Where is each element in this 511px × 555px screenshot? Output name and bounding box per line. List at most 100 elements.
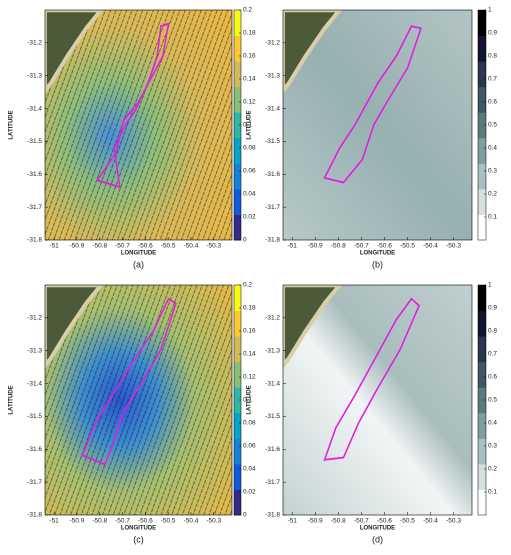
study-area	[81, 297, 177, 466]
colorbar-tick-label: 0.9	[488, 30, 497, 37]
y-tick-label: -31.6	[265, 171, 280, 178]
y-axis-label: LATITUDE	[9, 385, 15, 414]
colorbar-swatch	[234, 10, 241, 37]
x-tick-label: -50.5	[400, 518, 415, 525]
y-tick-label: -31.3	[265, 72, 280, 79]
colorbar-swatch	[234, 35, 241, 62]
colorbar-tick-label: 0.4	[488, 420, 497, 427]
colorbar-swatch	[234, 163, 241, 190]
x-tick-label: -50.6	[138, 518, 153, 525]
y-tick-label: -31.7	[27, 479, 42, 486]
colorbar-swatch	[234, 361, 241, 388]
colorbar-swatch	[234, 310, 241, 337]
panel: -51 -50.9 -50.8 -50.7 -50.6 -50.5 -50.4 -50.3 -3…	[9, 282, 256, 545]
y-tick-label: -31.8	[27, 512, 42, 519]
y-tick-label: -31.5	[265, 413, 280, 420]
colorbar-tick-label: 0.6	[488, 99, 497, 106]
colorbar-tick-label: 0.1	[243, 397, 252, 404]
colorbar-tick-label: 0.3	[488, 443, 497, 450]
study-area	[323, 297, 421, 461]
colorbar-swatch	[234, 86, 241, 113]
x-tick-label: -50.3	[206, 518, 221, 525]
colorbar-swatch	[234, 336, 241, 363]
study-area	[96, 22, 170, 189]
land	[283, 285, 343, 369]
x-tick-label: -51	[288, 243, 298, 250]
colorbar-swatch	[234, 489, 241, 516]
colorbar-tick-label: 0.18	[243, 30, 256, 37]
colorbar-swatch	[234, 112, 241, 139]
colorbar-swatch	[234, 188, 241, 215]
colorbar-swatch	[234, 214, 241, 241]
colorbar-tick-label: 0.14	[243, 76, 256, 83]
colorbar-swatch	[234, 387, 241, 414]
x-tick-label: -50.5	[400, 243, 415, 250]
y-tick-label: -31.7	[265, 204, 280, 211]
colorbar-tick-label: 0.2	[243, 282, 252, 289]
colorbar-tick-label: 0.5	[488, 397, 497, 404]
colorbar-swatch	[478, 310, 486, 337]
caption: (b)	[372, 259, 383, 269]
x-tick-label: -50.5	[161, 243, 176, 250]
caption: (d)	[372, 534, 383, 544]
x-tick-label: -50.8	[92, 518, 107, 525]
x-axis-label: LONGITUDE	[121, 526, 156, 532]
land	[45, 10, 104, 94]
x-axis-label: LONGITUDE	[360, 251, 395, 257]
x-tick-label: -50.3	[446, 518, 461, 525]
colorbar-tick-label: 0.2	[243, 7, 252, 14]
colorbar-swatch	[234, 285, 241, 312]
frame	[44, 284, 233, 516]
colorbar-swatch	[478, 188, 486, 215]
panel: -51 -50.9 -50.8 -50.7 -50.6 -50.5 -50.4 -50.3 -3…	[247, 282, 498, 545]
colorbar-swatch	[478, 438, 486, 465]
colorbar-tick-label: 0.08	[243, 420, 256, 427]
colorbar-tick-label: 0.18	[243, 305, 256, 312]
map	[283, 10, 472, 240]
colorbar-swatch	[478, 163, 486, 190]
x-tick-label: -50.6	[377, 243, 392, 250]
y-tick-label: -31.2	[27, 40, 42, 47]
colorbar-swatch	[478, 361, 486, 388]
field	[283, 285, 472, 515]
colorbar-swatch	[234, 438, 241, 465]
colorbar-swatch	[234, 137, 241, 164]
colorbar-tick-label: 0	[243, 512, 247, 519]
colorbar-tick-label: 0.14	[243, 351, 256, 358]
colorbar-tick-label: 0.8	[488, 328, 497, 335]
y-tick-label: -31.8	[27, 237, 42, 244]
colorbar-swatch	[478, 285, 486, 312]
y-tick-label: -31.6	[27, 171, 42, 178]
study-area	[323, 25, 423, 184]
colorbar-tick-label: 0.9	[488, 305, 497, 312]
colorbar-tick-label: 0.04	[243, 191, 256, 198]
colorbar-tick-label: 0.4	[488, 145, 497, 152]
colorbar-tick-label: 0.7	[488, 351, 497, 358]
map	[45, 285, 232, 515]
colorbar-swatch	[478, 336, 486, 363]
land	[283, 10, 343, 94]
x-tick-label: -50.4	[184, 518, 199, 525]
x-tick-label: -50.7	[354, 518, 369, 525]
colorbar-tick-label: 0.12	[243, 374, 256, 381]
colorbar-tick-label: 0.02	[243, 489, 256, 496]
y-tick-label: -31.4	[27, 380, 42, 387]
x-tick-label: -50.3	[446, 243, 461, 250]
y-tick-label: -31.4	[27, 105, 42, 112]
y-tick-label: -31.6	[27, 446, 42, 453]
y-tick-label: -31.5	[265, 138, 280, 145]
colorbar-swatch	[478, 61, 486, 88]
colorbar-tick-label: 0.8	[488, 53, 497, 60]
colorbar-tick-label: 0.5	[488, 122, 497, 129]
y-tick-label: -31.3	[265, 347, 280, 354]
colorbar-swatch	[478, 137, 486, 164]
y-tick-label: -31.4	[265, 380, 280, 387]
y-axis-label: LATITUDE	[247, 385, 253, 414]
colorbar-tick-label: 0.06	[243, 443, 256, 450]
x-tick-label: -50.8	[331, 518, 346, 525]
colorbar-tick-label: 0.16	[243, 53, 256, 60]
x-axis-label: LONGITUDE	[360, 526, 395, 532]
map	[283, 285, 472, 515]
colorbar-swatch	[478, 10, 486, 37]
